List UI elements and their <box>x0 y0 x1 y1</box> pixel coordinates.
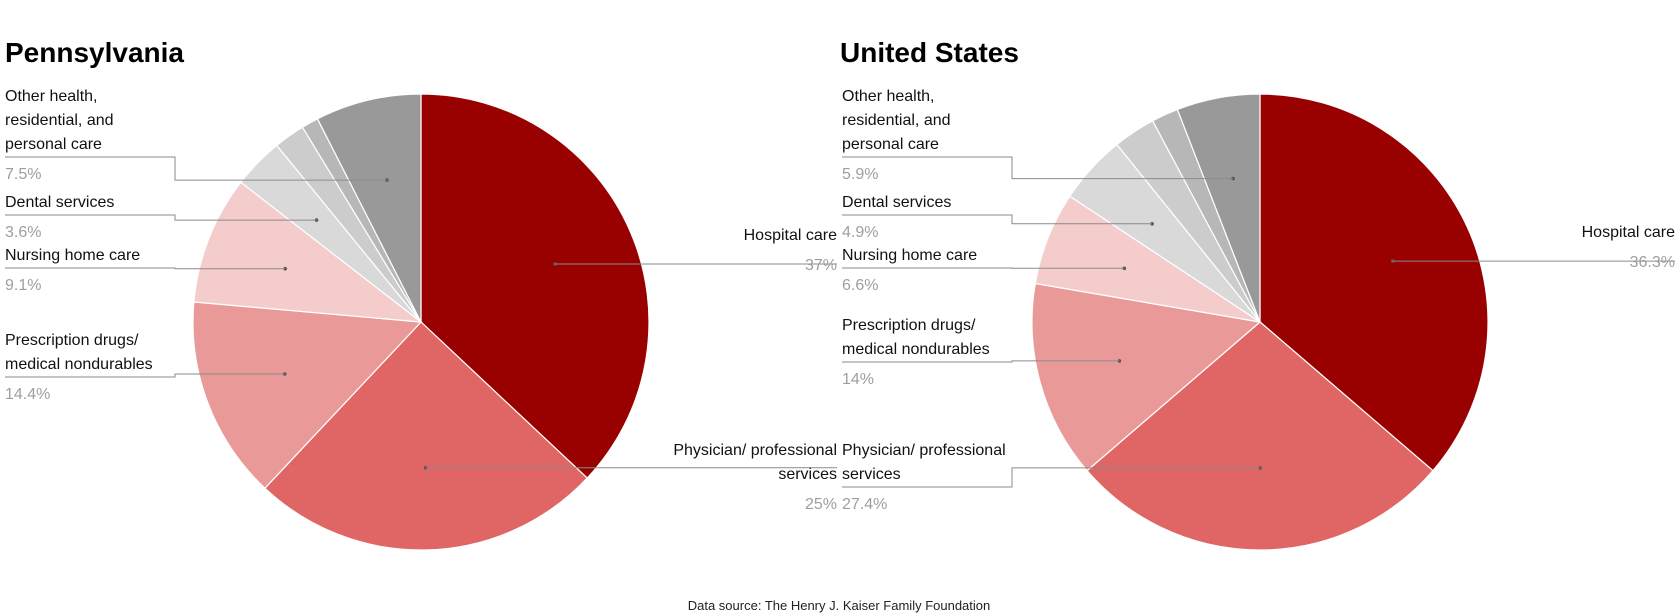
slice-value-label: 14% <box>842 371 874 388</box>
slice-label: personal care <box>5 136 102 153</box>
slice-value-label: 25% <box>805 496 837 513</box>
slice-label: Hospital care <box>744 227 837 244</box>
slice-label: Other health, <box>5 88 98 105</box>
label-leader-line <box>842 156 1234 180</box>
pie-slice <box>1176 93 1261 323</box>
slice-value-label: 4.9% <box>842 224 878 241</box>
slice-label: medical nondurables <box>5 356 153 373</box>
pie-slice <box>1259 93 1489 472</box>
slice-label: Physician/ professional <box>842 442 1006 459</box>
label-leader-dot <box>385 178 389 182</box>
slice-label: services <box>842 466 901 483</box>
data-source-note: Data source: The Henry J. Kaiser Family … <box>688 598 991 613</box>
pie-slice <box>193 181 423 323</box>
slice-label: Other health, <box>842 88 935 105</box>
slice-label: residential, and <box>842 112 951 129</box>
slice-value-label: 9.1% <box>5 277 41 294</box>
label-leader-dot <box>1390 259 1395 263</box>
slice-label: Nursing home care <box>5 247 140 264</box>
slice-label: Physician/ professional <box>673 442 837 459</box>
label-leader-line <box>842 214 1153 225</box>
slice-value-label: 37% <box>805 257 837 274</box>
pie-slice <box>264 321 589 551</box>
slice-label: Hospital care <box>1582 224 1675 241</box>
slice-label: Dental services <box>5 194 114 211</box>
pie-slice <box>192 301 423 490</box>
pie-slice <box>1031 282 1262 472</box>
slice-value-label: 14.4% <box>5 386 50 403</box>
label-leader-line <box>5 214 317 221</box>
pie-slice <box>1086 321 1434 551</box>
pie-slice <box>316 93 422 323</box>
slice-value-label: 7.5% <box>5 166 41 183</box>
slice-label: services <box>778 466 837 483</box>
slice-value-label: 27.4% <box>842 496 887 513</box>
slice-value-label: 6.6% <box>842 277 878 294</box>
slice-label: medical nondurables <box>842 341 990 358</box>
slice-label: Nursing home care <box>842 247 977 264</box>
pie-pennsylvania: Hospital care 37% Physician/ professional s… <box>5 88 837 551</box>
slice-value-label: 3.6% <box>5 224 41 241</box>
label-leader-line <box>842 360 1120 363</box>
slice-label: personal care <box>842 136 939 153</box>
pie-slice <box>420 93 650 479</box>
label-leader-line <box>5 267 286 270</box>
label-leader-line <box>5 156 387 181</box>
label-leader-line <box>842 467 1260 488</box>
slice-label: Prescription drugs/ <box>842 317 976 334</box>
chart-title-pennsylvania: Pennsylvania <box>5 37 184 68</box>
slice-label: Prescription drugs/ <box>5 332 139 349</box>
slice-value-label: 36.3% <box>1630 254 1675 271</box>
slice-label: Dental services <box>842 194 951 211</box>
label-leader-line <box>5 373 285 378</box>
chart-title-united-states: United States <box>840 37 1019 68</box>
slice-label: residential, and <box>5 112 114 129</box>
slice-value-label: 5.9% <box>842 166 878 183</box>
pie-united-states: Hospital care 36.3% Physician/ professiona… <box>842 88 1675 551</box>
